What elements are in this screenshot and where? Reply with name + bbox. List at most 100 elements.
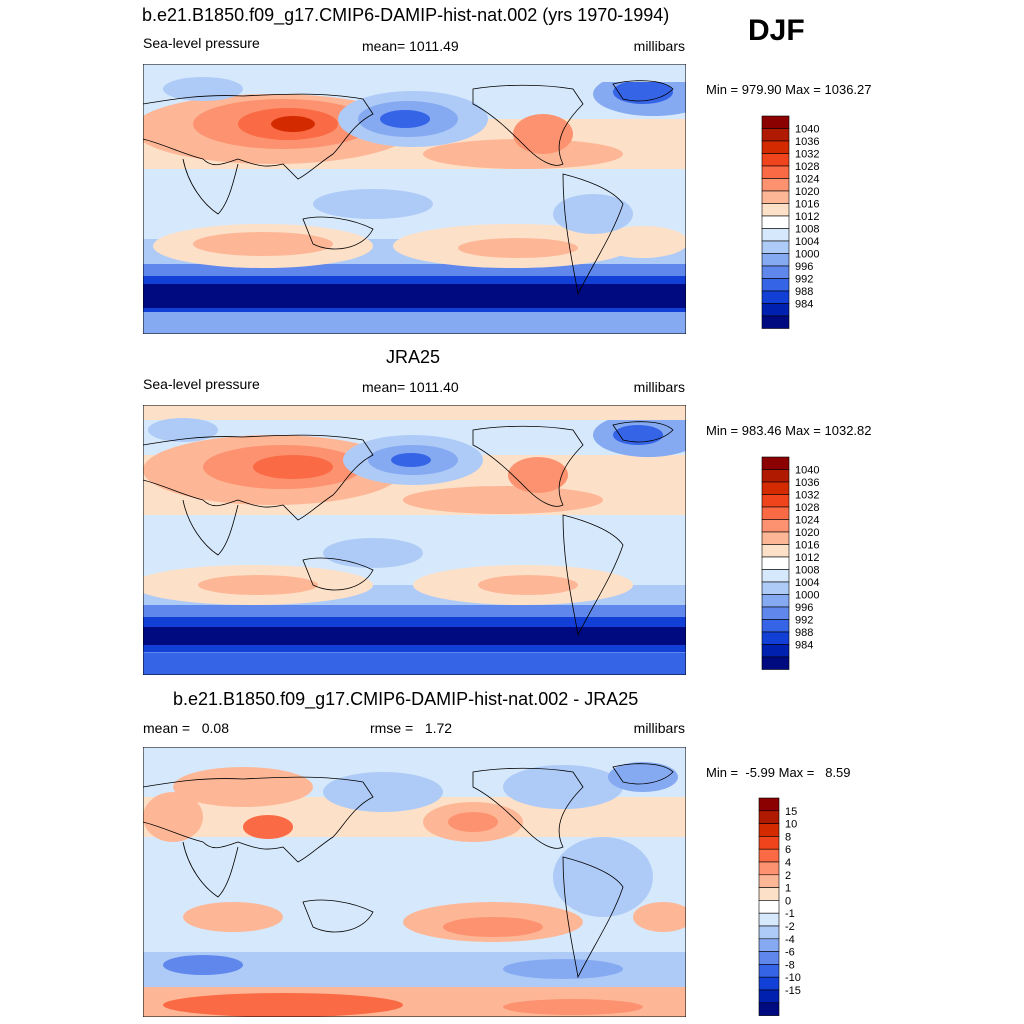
colorbar-swatch — [761, 265, 790, 279]
colorbar-swatch — [761, 165, 790, 179]
colorbar-swatch — [761, 215, 790, 229]
colorbar-tick-label: -10 — [785, 972, 801, 984]
colorbar-tick-label: 0 — [785, 895, 791, 907]
panel2-title: JRA25 — [386, 347, 441, 367]
colorbar-tick-label: 1036 — [795, 477, 819, 489]
colorbar-swatch — [758, 810, 780, 824]
colorbar-swatch — [761, 581, 790, 595]
colorbar-tick-label: 984 — [795, 299, 813, 311]
colorbar-tick-label: 1008 — [795, 224, 819, 236]
panel1-title: b.e21.B1850.f09_g17.CMIP6-DAMIP-hist-nat… — [142, 5, 670, 25]
colorbar-tick-label: 1032 — [795, 149, 819, 161]
colorbar-swatch — [758, 976, 780, 991]
colorbar-tick-label: -4 — [785, 934, 795, 946]
colorbar-tick-label: 1004 — [795, 236, 819, 248]
panel2-units-label: millibars — [633, 379, 685, 395]
colorbar-tick-label: -8 — [785, 959, 795, 971]
colorbar-swatch — [758, 900, 780, 914]
panel1-mean-label: mean= 1011.49 — [362, 38, 459, 54]
panel3-rmse-label: rmse = 1.72 — [370, 720, 453, 736]
colorbar-tick-label: 992 — [795, 615, 813, 627]
colorbar-swatch — [761, 140, 790, 154]
colorbar-swatch — [758, 836, 780, 850]
panel3-mean-label: mean = 0.08 — [143, 720, 230, 736]
panel2-colorbar: 1040103610321028102410201016101210081004… — [761, 456, 819, 670]
colorbar-swatch — [761, 128, 790, 142]
colorbar-swatch — [758, 861, 780, 876]
colorbar-tick-label: 984 — [795, 640, 813, 652]
colorbar-tick-label: 2 — [785, 870, 791, 882]
colorbar-swatch — [761, 656, 790, 670]
colorbar-swatch — [761, 178, 790, 192]
panel2-minmax: Min = 983.46 Max = 1032.82 — [706, 423, 872, 438]
colorbar-tick-label: 4 — [785, 857, 791, 869]
colorbar-tick-label: 1040 — [795, 124, 819, 136]
colorbar-tick-label: 8 — [785, 831, 791, 843]
colorbar-swatch — [758, 823, 780, 837]
colorbar-swatch — [761, 469, 790, 483]
colorbar-swatch — [761, 569, 790, 583]
colorbar-tick-label: -1 — [785, 908, 795, 920]
colorbar-tick-label: 1000 — [795, 590, 819, 602]
colorbar-swatch — [758, 964, 780, 978]
colorbar-swatch — [761, 531, 790, 545]
panel2-mean-label: mean= 1011.40 — [362, 379, 459, 395]
colorbar-swatch — [761, 115, 790, 129]
colorbar-swatch — [761, 506, 790, 520]
colorbar-tick-label: 1016 — [795, 199, 819, 211]
colorbar-swatch — [758, 938, 780, 952]
season-label: DJF — [748, 14, 805, 47]
colorbar-tick-label: 1012 — [795, 552, 819, 564]
panel3-title: b.e21.B1850.f09_g17.CMIP6-DAMIP-hist-nat… — [173, 689, 639, 709]
colorbar-tick-label: 1040 — [795, 465, 819, 477]
colorbar-tick-label: 1028 — [795, 161, 819, 173]
panel1-minmax: Min = 979.90 Max = 1036.27 — [706, 82, 872, 97]
panel2-map — [143, 405, 686, 675]
colorbar-tick-label: 1028 — [795, 502, 819, 514]
colorbar-swatch — [761, 153, 790, 167]
colorbar-swatch — [761, 240, 790, 254]
colorbar-tick-label: 1020 — [795, 186, 819, 198]
colorbar-swatch — [761, 203, 790, 217]
colorbar-swatch — [758, 887, 780, 901]
colorbar-swatch — [758, 951, 780, 965]
colorbar-swatch — [761, 315, 790, 329]
colorbar-swatch — [761, 619, 790, 633]
colorbar-swatch — [758, 874, 780, 888]
colorbar-swatch — [758, 912, 780, 927]
colorbar-tick-label: 1012 — [795, 211, 819, 223]
colorbar-swatch — [761, 594, 790, 608]
colorbar-tick-label: 992 — [795, 274, 813, 286]
colorbar-tick-label: 996 — [795, 261, 813, 273]
colorbar-swatch — [761, 456, 790, 470]
colorbar-swatch — [761, 606, 790, 620]
colorbar-swatch — [761, 290, 790, 304]
colorbar-swatch — [761, 278, 790, 292]
colorbar-swatch — [761, 519, 790, 533]
panel1-units-label: millibars — [633, 38, 685, 54]
colorbar-swatch — [758, 797, 780, 812]
panel1-map — [143, 64, 686, 334]
colorbar-tick-label: 1032 — [795, 490, 819, 502]
colorbar-swatch — [761, 303, 790, 317]
panel1-colorbar: 1040103610321028102410201016101210081004… — [761, 115, 819, 329]
colorbar-swatch — [761, 644, 790, 658]
colorbar-tick-label: 1008 — [795, 565, 819, 577]
colorbar-tick-label: 10 — [785, 819, 797, 831]
colorbar-tick-label: 1004 — [795, 577, 819, 589]
colorbar-tick-label: -15 — [785, 985, 801, 997]
panel1-variable-label: Sea-level pressure — [143, 35, 260, 51]
panel3-map — [143, 747, 686, 1017]
colorbar-tick-label: 1016 — [795, 540, 819, 552]
colorbar-tick-label: 988 — [795, 286, 813, 298]
panel3-minmax: Min = -5.99 Max = 8.59 — [706, 765, 851, 780]
colorbar-tick-label: -6 — [785, 947, 795, 959]
panel3-units-label: millibars — [633, 720, 685, 736]
colorbar-swatch — [761, 494, 790, 508]
colorbar-swatch — [761, 253, 790, 267]
colorbar-swatch — [761, 556, 790, 570]
colorbar-tick-label: 1 — [785, 883, 791, 895]
colorbar-tick-label: 6 — [785, 844, 791, 856]
colorbar-swatch — [758, 925, 780, 940]
